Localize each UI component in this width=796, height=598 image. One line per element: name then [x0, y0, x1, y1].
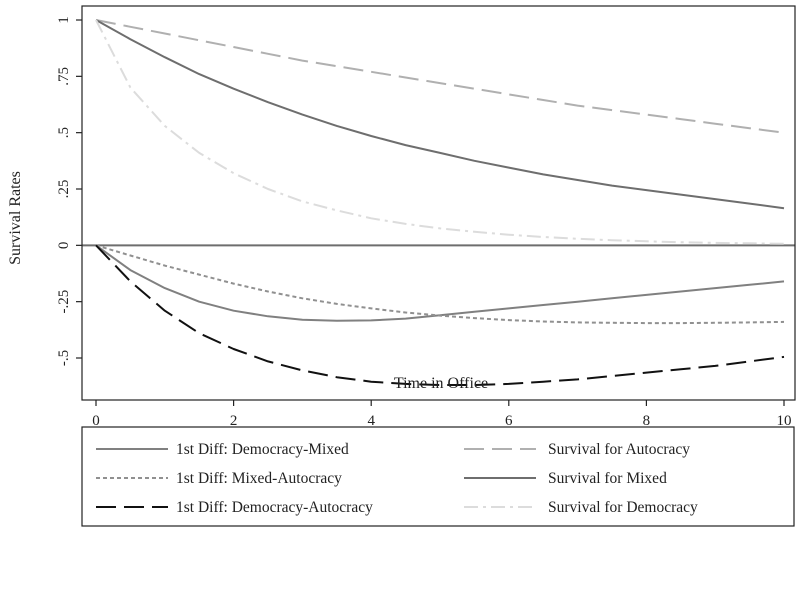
legend: 1st Diff: Democracy-Mixed 1st Diff: Mixed…: [81, 426, 795, 527]
plot-frame: [81, 5, 796, 401]
x-tick-label: 4: [367, 413, 375, 429]
y-tick-label: -.5: [56, 350, 72, 366]
y-tick-label: -.25: [56, 290, 72, 314]
x-tick-label: 2: [230, 413, 238, 429]
series-line-1: [95, 244, 785, 322]
y-axis-title: Survival Rates: [7, 171, 24, 265]
legend-label: Survival for Mixed: [548, 470, 667, 487]
series-line-3: [95, 244, 785, 386]
y-tick-label: 1: [56, 16, 72, 24]
series-line-5: [95, 19, 785, 210]
plot-area: [82, 19, 795, 386]
axes: 1 .75 .5 .25 0 -.25 -.5 0 2 4 6 8 10: [56, 5, 796, 429]
y-tick-label: .75: [56, 67, 72, 86]
x-tick-label: 0: [92, 413, 100, 429]
legend-label: 1st Diff: Democracy-Mixed: [176, 441, 349, 458]
y-tick-label: .25: [56, 180, 72, 199]
legend-label: 1st Diff: Mixed-Autocracy: [176, 470, 342, 487]
legend-box: [81, 426, 795, 527]
x-tick-label: 6: [505, 413, 513, 429]
x-axis-title: Time in Office: [394, 375, 488, 392]
series-line-6: [95, 19, 785, 245]
legend-label: Survival for Autocracy: [548, 441, 690, 458]
x-tick-label: 8: [643, 413, 651, 429]
x-tick-label: 10: [777, 413, 792, 429]
y-tick-label: 0: [56, 242, 72, 250]
series-line-2: [95, 244, 785, 325]
series-line-4: [95, 19, 785, 134]
y-tick-label: .5: [56, 127, 72, 138]
legend-label: Survival for Democracy: [548, 499, 698, 516]
legend-label: 1st Diff: Democracy-Autocracy: [176, 499, 373, 516]
